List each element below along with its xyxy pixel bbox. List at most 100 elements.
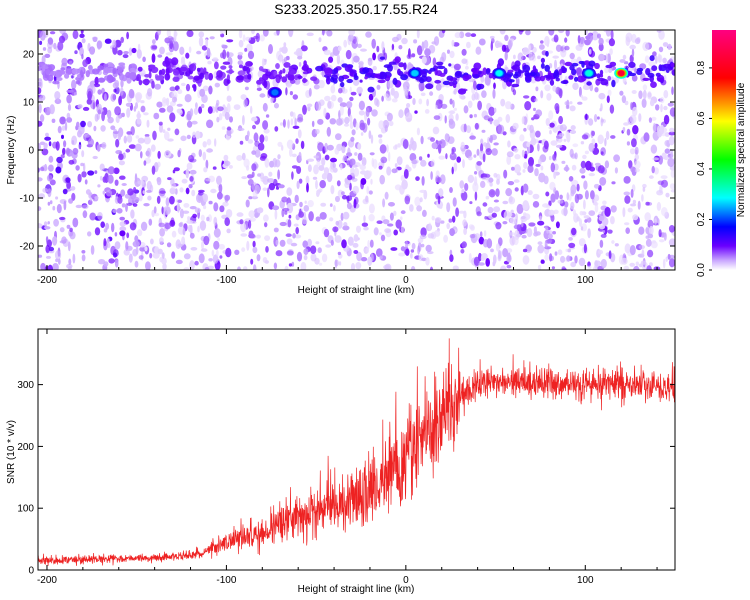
heatmap-cell: [52, 263, 59, 270]
heatmap-carrier-cell: [119, 72, 124, 81]
heatmap-cell: [104, 172, 109, 184]
heatmap-cell: [586, 33, 594, 43]
heatmap-cell: [599, 177, 607, 186]
heatmap-cell: [570, 58, 578, 64]
heatmap-cell: [574, 255, 578, 264]
heatmap-cell: [247, 50, 255, 60]
heatmap-carrier-cell: [425, 76, 432, 83]
heatmap-cell: [376, 45, 380, 53]
heatmap-cell: [187, 216, 191, 221]
heatmap-cell: [600, 258, 607, 269]
heatmap-carrier-cell: [245, 61, 253, 67]
heatmap-carrier-cell: [112, 68, 117, 75]
heatmap-cell: [349, 182, 352, 191]
heatmap-cell: [113, 131, 120, 135]
heatmap-cell: [632, 125, 639, 135]
heatmap-cell: [212, 57, 218, 61]
heatmap-cell: [598, 43, 604, 52]
heatmap-cell: [521, 116, 525, 125]
heatmap-carrier-cell: [196, 67, 201, 72]
heatmap-cell: [170, 182, 176, 190]
heatmap-cell: [371, 109, 378, 117]
heatmap-cell: [272, 157, 278, 168]
heatmap-cell: [66, 147, 70, 155]
heatmap-cell: [142, 56, 146, 63]
heatmap-cell: [126, 232, 130, 239]
heatmap-cell: [262, 120, 269, 130]
heatmap-cell: [237, 266, 241, 270]
heatmap-cell: [275, 186, 280, 190]
heatmap-cell: [461, 58, 468, 64]
heatmap-cell: [236, 212, 244, 217]
heatmap-cell: [64, 121, 68, 131]
heatmap-cell: [72, 253, 76, 264]
heatmap-cell: [252, 264, 257, 270]
heatmap-cell: [405, 112, 413, 123]
heatmap-cell: [85, 189, 91, 195]
heatmap-cell: [201, 103, 205, 109]
heatmap-cell: [336, 54, 341, 65]
heatmap-cell: [414, 110, 418, 114]
heatmap-cell: [224, 160, 231, 166]
heatmap-cell: [436, 177, 442, 183]
heatmap-cell: [425, 244, 432, 252]
heatmap-cell: [410, 249, 415, 253]
heatmap-cell: [306, 182, 309, 193]
heatmap-hotspot: [585, 70, 593, 77]
heatmap-carrier-cell: [594, 62, 600, 70]
heatmap-cell: [593, 114, 598, 123]
heatmap-cell: [485, 148, 492, 156]
heatmap-cell: [204, 267, 210, 270]
heatmap-cell: [306, 32, 314, 37]
heatmap-cell: [65, 177, 71, 183]
heatmap-cell: [576, 193, 583, 200]
heatmap-carrier-cell: [256, 79, 263, 85]
heatmap-cell: [59, 227, 65, 233]
heatmap-cell: [404, 195, 411, 205]
heatmap-cell: [552, 55, 559, 59]
heatmap-cell: [121, 203, 126, 208]
heatmap-cell: [123, 51, 129, 55]
snr-series-line: [38, 338, 675, 566]
heatmap-cell: [166, 242, 172, 248]
heatmap-cell: [272, 205, 280, 211]
heatmap-cell: [487, 206, 494, 214]
heatmap-cell: [233, 104, 241, 110]
heatmap-cell: [403, 169, 409, 179]
heatmap-cell: [185, 168, 189, 179]
heatmap-cell: [555, 221, 560, 229]
heatmap-cell: [161, 206, 164, 215]
heatmap-cell: [588, 142, 595, 152]
heatmap-cell: [580, 94, 584, 99]
heatmap-cell: [298, 211, 304, 218]
heatmap-cell: [194, 207, 201, 213]
heatmap-carrier-cell: [477, 83, 485, 90]
heatmap-cell: [241, 176, 248, 180]
heatmap-cell: [346, 160, 351, 166]
heatmap-cell: [221, 126, 226, 130]
heatmap-carrier-cell: [77, 74, 81, 79]
heatmap-cell: [444, 115, 447, 124]
y-tick-label: 0: [28, 566, 34, 577]
heatmap-cell: [244, 86, 249, 91]
heatmap-cell: [336, 118, 343, 126]
heatmap-cell: [535, 86, 539, 92]
heatmap-cell: [583, 215, 590, 219]
heatmap-cell: [537, 220, 545, 226]
heatmap-carrier-cell: [157, 74, 164, 81]
heatmap-carrier-cell: [564, 61, 573, 67]
heatmap-cell: [119, 230, 126, 237]
heatmap-cell: [495, 188, 500, 197]
heatmap-cell: [642, 186, 646, 192]
heatmap-cell: [498, 237, 503, 247]
heatmap-cell: [647, 91, 652, 100]
heatmap-carrier-cell: [397, 68, 401, 76]
heatmap-cell: [564, 45, 570, 51]
heatmap-cell: [418, 156, 423, 161]
heatmap-cell: [157, 248, 163, 255]
heatmap-cell: [318, 79, 325, 89]
heatmap-cell: [648, 117, 653, 123]
snr-y-axis-title: SNR (10 * v/v): [6, 420, 17, 484]
heatmap-cell: [240, 94, 247, 100]
heatmap-cell: [81, 204, 89, 210]
